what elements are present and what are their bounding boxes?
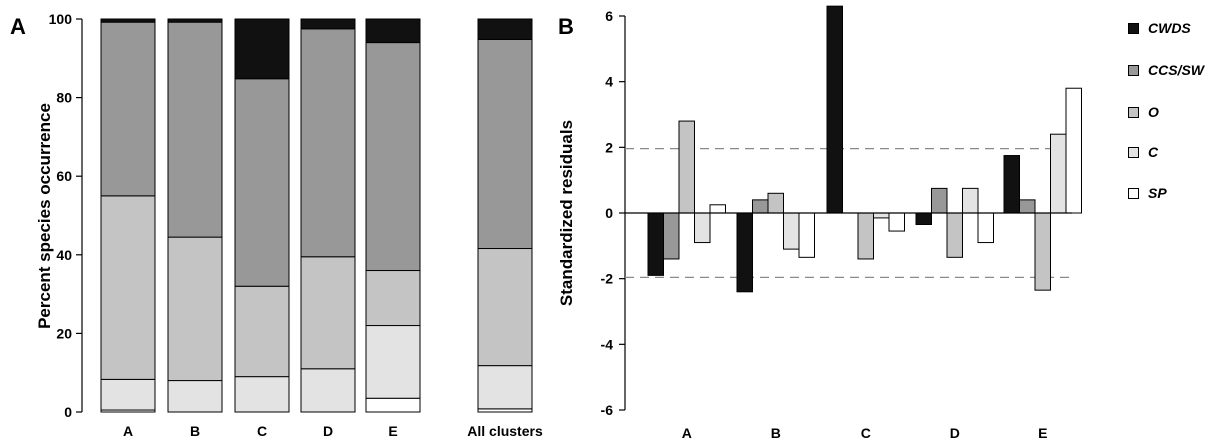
panel-b-bar-a-ccs-sw [664, 213, 680, 259]
panel-a-y-tick-label: 0 [64, 404, 72, 420]
panel-a-y-tick-label: 60 [56, 168, 72, 184]
panel-b-bar-d-cwds [916, 213, 932, 224]
panel-a-bar-c-c [235, 377, 289, 412]
panel-a-x-tick-label: B [190, 423, 200, 439]
panel-b-y-tick-label: -6 [601, 402, 614, 418]
panel-a-bar-b-o [168, 237, 222, 380]
legend-label: CWDS [1148, 20, 1191, 36]
panel-a-bar-b-cwds [168, 19, 222, 22]
panel-b-bar-e-c [1051, 134, 1067, 213]
panel-b-bar-b-c [784, 213, 800, 249]
panel-a-x-tick-label: A [123, 423, 133, 439]
panel-a-bar-a-cwds [101, 19, 155, 22]
panel-b-bar-d-c [963, 188, 979, 213]
panel-a-y-tick-label: 100 [49, 11, 73, 27]
legend-swatch [1128, 147, 1139, 158]
panel-a-bar-c-cwds [235, 19, 289, 79]
panel-b-label: B [558, 14, 574, 39]
legend-swatch [1128, 107, 1139, 118]
panel-a-bars [101, 19, 532, 412]
panel-b-chart: B Standardized residuals -6 -4 -2 0 2 4 6 A B C D… [557, 6, 1082, 441]
panel-a-bar-all-clusters-ccs-sw [478, 39, 532, 248]
legend-item-c: C [1128, 144, 1158, 160]
panel-a-label: A [10, 14, 26, 39]
panel-b-x-tick-label: D [950, 425, 960, 441]
panel-a-x-ticks: A B C D E All clusters [123, 423, 543, 439]
panel-b-bar-b-sp [799, 213, 815, 257]
panel-a-bar-a-o [101, 196, 155, 380]
legend-item-ccs-sw: CCS/SW [1128, 62, 1204, 78]
panel-b-bar-c-o [858, 213, 874, 259]
panel-b-y-tick-label: 2 [605, 139, 613, 155]
panel-a-x-tick-label: D [323, 423, 333, 439]
panel-b-y-tick-label: 4 [605, 74, 613, 90]
panel-b-y-tick-label: 6 [605, 8, 613, 24]
panel-a-bar-e-c [366, 326, 420, 399]
panel-b-x-tick-label: C [861, 425, 871, 441]
panel-b-bar-b-ccs-sw [753, 200, 769, 213]
panel-a-x-tick-label: C [257, 423, 267, 439]
panel-b-bar-c-c [874, 213, 890, 218]
panel-a-bar-b-c [168, 381, 222, 412]
legend-label: C [1148, 144, 1158, 160]
legend-item-sp: SP [1128, 185, 1167, 201]
legend-swatch [1128, 188, 1139, 199]
panel-a-y-axis-label: Percent species occurrence [35, 103, 54, 329]
panel-a-x-tick-label: All clusters [467, 423, 543, 439]
panel-b-bar-e-cwds [1004, 156, 1020, 213]
panel-b-bar-c-sp [889, 213, 905, 231]
panel-a-x-tick-label: E [388, 423, 397, 439]
panel-a-bar-all-clusters-cwds [478, 19, 532, 39]
panel-b-bar-a-c [695, 213, 711, 243]
panel-a-bar-e-cwds [366, 19, 420, 43]
panel-b-y-axis-label: Standardized residuals [557, 120, 576, 306]
panel-a-chart: A Percent species occurrence 0 20 40 60 80 10… [10, 11, 543, 439]
legend-item-cwds: CWDS [1128, 20, 1191, 36]
panel-a-bar-c-o [235, 286, 289, 376]
panel-b-bar-d-sp [978, 213, 994, 243]
panel-a-bar-d-cwds [301, 19, 355, 29]
panel-b-bar-d-o [947, 213, 963, 257]
panel-a-y-tick-label: 40 [56, 247, 72, 263]
panel-a-bar-e-o [366, 271, 420, 326]
panel-a-bar-a-c [101, 379, 155, 410]
panel-b-bar-b-o [768, 193, 784, 213]
panel-b-bar-e-sp [1066, 88, 1082, 213]
panel-b-y-tick-label: -2 [601, 271, 614, 287]
legend-label: O [1148, 104, 1159, 120]
panel-b-bar-b-cwds [737, 213, 753, 292]
panel-b-y-tick-label: 0 [605, 205, 613, 221]
legend-swatch [1128, 23, 1139, 34]
legend-label: SP [1148, 185, 1167, 201]
legend-swatch [1128, 65, 1139, 76]
panel-a-bar-e-sp [366, 398, 420, 412]
panel-a-bar-d-ccs-sw [301, 29, 355, 257]
panel-a-bar-all-clusters-c [478, 366, 532, 409]
panel-b-bar-a-o [679, 121, 695, 213]
panel-b-bar-d-ccs-sw [932, 188, 948, 213]
panel-b-y-ticks: -6 -4 -2 0 2 4 6 [601, 8, 625, 418]
panel-a-bar-d-c [301, 369, 355, 412]
panel-b-x-ticks: A B C D E [682, 425, 1048, 441]
panel-b-bar-a-sp [710, 205, 726, 213]
panel-b-x-tick-label: E [1038, 425, 1047, 441]
panel-b-bar-a-cwds [648, 213, 664, 275]
panel-b-bar-c-cwds [827, 6, 843, 213]
panel-b-x-tick-label: B [771, 425, 781, 441]
panel-a-bar-a-ccs-sw [101, 22, 155, 196]
panel-a-bar-b-ccs-sw [168, 22, 222, 237]
legend-label: CCS/SW [1148, 62, 1204, 78]
panel-b-bar-e-ccs-sw [1020, 200, 1036, 213]
panel-a-bar-d-o [301, 257, 355, 369]
panel-a-bar-e-ccs-sw [366, 43, 420, 271]
legend-item-o: O [1128, 104, 1159, 120]
panel-a-y-tick-label: 20 [56, 325, 72, 341]
panel-b-y-tick-label: -4 [601, 336, 614, 352]
panel-a-y-tick-label: 80 [56, 90, 72, 106]
panel-a-bar-all-clusters-o [478, 249, 532, 366]
panel-a-bar-c-ccs-sw [235, 79, 289, 287]
panel-b-bar-e-o [1035, 213, 1051, 290]
panel-b-x-tick-label: A [682, 425, 692, 441]
